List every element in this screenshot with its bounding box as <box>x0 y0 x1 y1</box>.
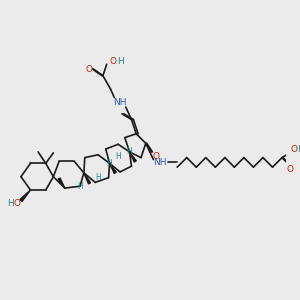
Text: H: H <box>127 147 132 156</box>
Text: H: H <box>95 173 101 182</box>
Text: O: O <box>286 165 293 174</box>
Polygon shape <box>130 152 136 162</box>
Polygon shape <box>84 173 91 184</box>
Polygon shape <box>58 178 65 188</box>
Text: O: O <box>85 64 92 74</box>
Text: H: H <box>115 152 121 161</box>
Polygon shape <box>20 190 31 202</box>
Text: O: O <box>291 145 298 154</box>
Polygon shape <box>110 163 116 173</box>
Text: H: H <box>297 145 300 154</box>
Text: H: H <box>117 57 123 66</box>
Text: H: H <box>7 199 14 208</box>
Text: O: O <box>14 199 21 208</box>
Text: H: H <box>77 182 83 191</box>
Text: NH: NH <box>113 98 127 107</box>
Text: H: H <box>107 159 112 168</box>
Text: O: O <box>153 152 160 161</box>
Text: NH: NH <box>153 158 167 167</box>
Text: O: O <box>110 57 117 66</box>
